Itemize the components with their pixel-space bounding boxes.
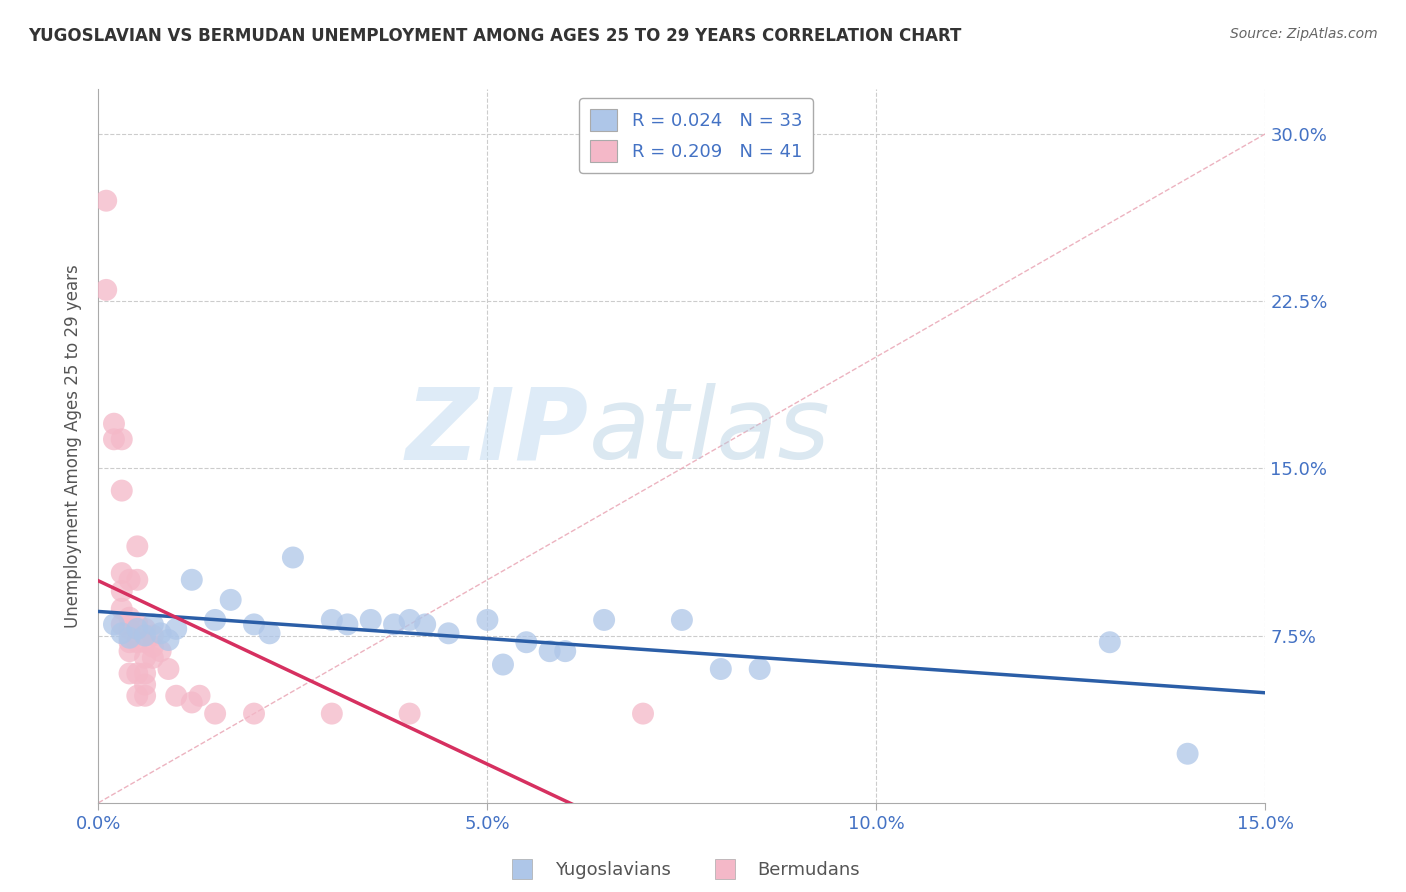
Point <box>127 622 149 636</box>
Point <box>142 617 165 632</box>
Point <box>111 602 134 616</box>
Point <box>149 644 172 658</box>
Point <box>336 617 359 632</box>
Point <box>398 613 420 627</box>
Point <box>165 622 187 636</box>
Point <box>127 689 149 703</box>
Point <box>1098 635 1121 649</box>
Point <box>111 583 134 598</box>
Point <box>142 628 165 642</box>
Point <box>103 433 125 447</box>
Point <box>281 550 304 565</box>
Point <box>111 483 134 498</box>
Point <box>134 622 156 636</box>
Point <box>127 635 149 649</box>
Point <box>134 628 156 642</box>
Point <box>118 622 141 636</box>
Point <box>142 640 165 654</box>
Point <box>671 613 693 627</box>
Point <box>134 689 156 703</box>
Point <box>165 689 187 703</box>
Point <box>321 613 343 627</box>
Point <box>243 617 266 632</box>
Point <box>219 592 242 607</box>
Point <box>492 657 515 672</box>
Point <box>157 662 180 676</box>
Text: Source: ZipAtlas.com: Source: ZipAtlas.com <box>1230 27 1378 41</box>
Text: YUGOSLAVIAN VS BERMUDAN UNEMPLOYMENT AMONG AGES 25 TO 29 YEARS CORRELATION CHART: YUGOSLAVIAN VS BERMUDAN UNEMPLOYMENT AMO… <box>28 27 962 45</box>
Point <box>180 573 202 587</box>
Point <box>111 566 134 581</box>
Point <box>118 631 141 645</box>
Point <box>180 696 202 710</box>
Point <box>111 617 134 632</box>
Point <box>204 706 226 721</box>
Point <box>134 635 156 649</box>
Text: ZIP: ZIP <box>405 384 589 480</box>
Point <box>96 283 118 297</box>
Point <box>142 651 165 665</box>
Point <box>127 666 149 681</box>
Point <box>103 417 125 431</box>
Point <box>593 613 616 627</box>
Point <box>134 678 156 692</box>
Point <box>398 706 420 721</box>
Point <box>134 666 156 681</box>
Point <box>413 617 436 632</box>
Point <box>118 573 141 587</box>
Point <box>96 194 118 208</box>
Text: atlas: atlas <box>589 384 830 480</box>
Point <box>631 706 654 721</box>
Point <box>127 617 149 632</box>
Legend: Yugoslavians, Bermudans: Yugoslavians, Bermudans <box>496 855 868 887</box>
Point <box>188 689 211 703</box>
Point <box>103 617 125 632</box>
Point <box>360 613 382 627</box>
Point <box>748 662 770 676</box>
Point <box>127 573 149 587</box>
Point <box>259 626 281 640</box>
Point <box>118 666 141 681</box>
Point <box>157 633 180 648</box>
Point <box>243 706 266 721</box>
Point <box>477 613 499 627</box>
Point <box>1177 747 1199 761</box>
Point <box>111 626 134 640</box>
Point <box>538 644 561 658</box>
Point <box>437 626 460 640</box>
Y-axis label: Unemployment Among Ages 25 to 29 years: Unemployment Among Ages 25 to 29 years <box>65 264 83 628</box>
Point <box>710 662 733 676</box>
Point <box>111 433 134 447</box>
Point <box>118 635 141 649</box>
Point <box>118 644 141 658</box>
Point <box>149 626 172 640</box>
Point <box>127 539 149 553</box>
Point <box>321 706 343 721</box>
Point <box>515 635 537 649</box>
Point <box>118 610 141 624</box>
Point <box>554 644 576 658</box>
Point <box>134 651 156 665</box>
Point <box>382 617 405 632</box>
Point <box>204 613 226 627</box>
